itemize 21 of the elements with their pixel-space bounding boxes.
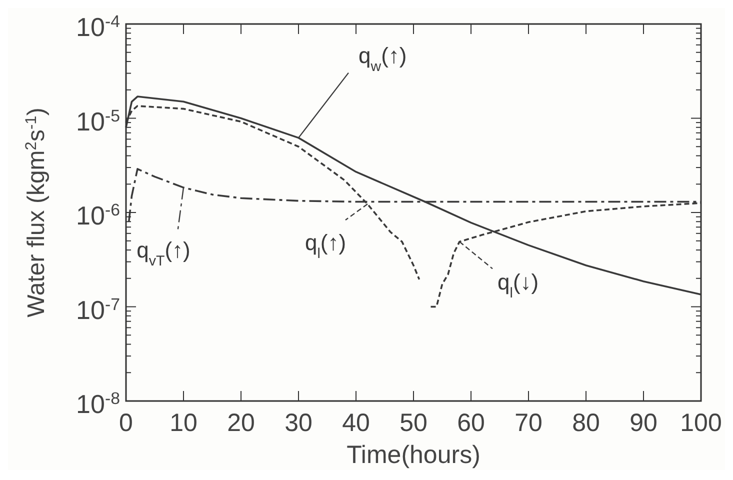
y-tick-label: 10$^{-5}$ — [76, 106, 120, 136]
legend-label: q$_{l}$(↓) — [498, 270, 539, 302]
x-tick-label: 100 — [680, 409, 722, 437]
x-tick-label: 60 — [457, 409, 485, 437]
x-tick-label: 30 — [284, 409, 312, 437]
legend-label: q$_{l}$(↑) — [304, 230, 346, 262]
x-tick-label: 20 — [227, 409, 255, 437]
y-tick-label: 10$^{-6}$ — [76, 200, 120, 230]
x-axis-title: Time(hours) — [346, 441, 480, 469]
x-tick-label: 90 — [630, 409, 658, 437]
legend-label: q$_{w}$(↑) — [358, 42, 407, 75]
x-tick-label: 0 — [119, 409, 133, 437]
x-tick-label: 40 — [342, 409, 370, 437]
x-tick-label: 80 — [572, 409, 600, 437]
y-tick-label: 10$^{-8}$ — [76, 388, 120, 419]
y-tick-label: 10$^{-4}$ — [76, 12, 120, 42]
legend-label: q$_{vT}$(↑) — [136, 238, 190, 270]
x-tick-label: 70 — [514, 409, 542, 437]
y-tick-label: 10$^{-7}$ — [76, 294, 120, 325]
x-tick-label: 10 — [170, 409, 198, 437]
x-tick-label: 50 — [400, 409, 428, 437]
